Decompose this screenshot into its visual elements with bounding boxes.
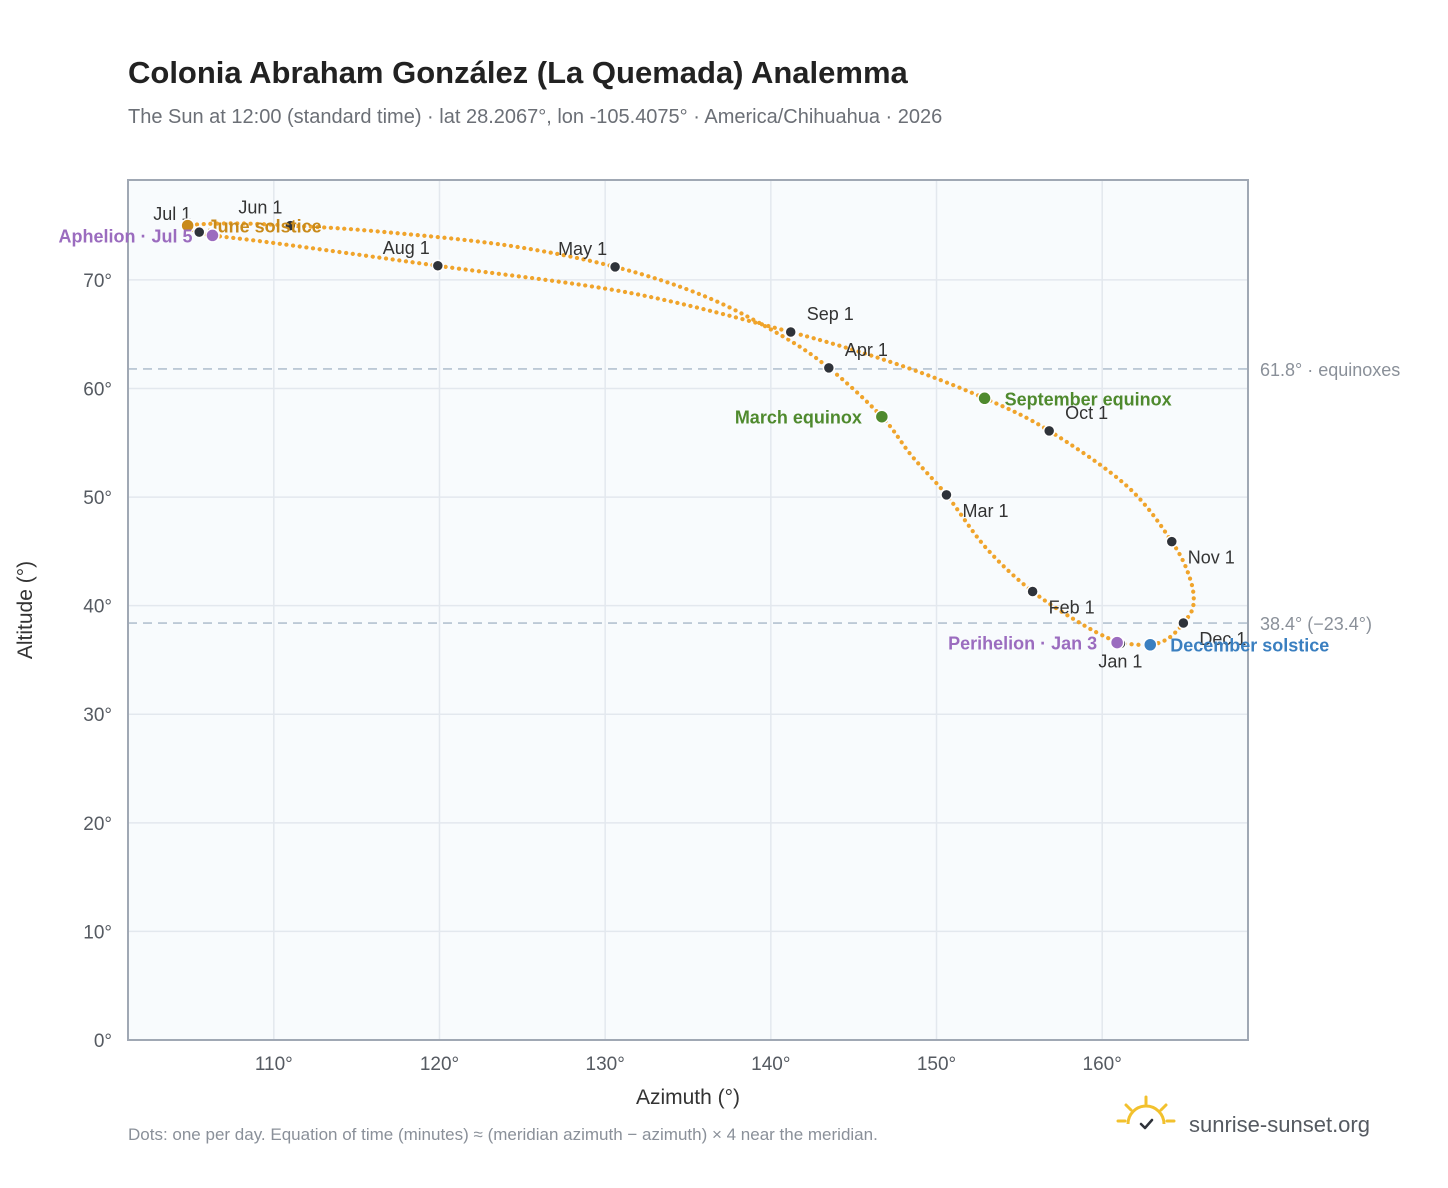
chart-subtitle: The Sun at 12:00 (standard time) · lat 2… <box>128 106 942 128</box>
event-dot <box>180 218 195 233</box>
grid-lines <box>128 180 1248 1040</box>
reference-line-label: 61.8° · equinoxes <box>1260 360 1400 380</box>
y-axis-ticks: 0° 10° 20° 30° 40° 50° 60° 70° <box>83 271 112 1052</box>
month-dot <box>608 260 622 274</box>
x-tick-label: 130° <box>586 1054 625 1075</box>
reference-line-label: 38.4° (−23.4°) <box>1260 614 1372 634</box>
y-tick-label: 10° <box>83 922 112 943</box>
month-dot <box>822 361 836 375</box>
month-label: Sep 1 <box>807 304 854 324</box>
y-tick-label: 40° <box>83 597 112 618</box>
reference-lines: 61.8° · equinoxes 38.4° (−23.4°) <box>128 360 1400 634</box>
event-dot <box>1109 635 1125 650</box>
event-label: December solstice <box>1170 636 1329 656</box>
month-label: Apr 1 <box>845 340 888 360</box>
event-label: March equinox <box>735 408 862 428</box>
x-tick-label: 140° <box>751 1054 790 1075</box>
plot-frame <box>127 179 1249 1041</box>
month-dot <box>1026 585 1039 598</box>
month-dot <box>284 219 297 232</box>
y-tick-label: 20° <box>83 814 112 835</box>
event-dot <box>874 409 890 424</box>
event-label: June solstice <box>208 217 322 237</box>
month-label: Jun 1 <box>238 198 282 218</box>
event-label: Aphelion · Jul 5 <box>58 226 192 246</box>
month-label: Mar 1 <box>962 501 1008 521</box>
event-label: Perihelion · Jan 3 <box>948 634 1097 654</box>
event-label: September equinox <box>1005 389 1172 409</box>
month-dot <box>1042 424 1056 438</box>
y-axis-label: Altitude (°) <box>14 561 37 659</box>
month-label: Nov 1 <box>1188 548 1235 568</box>
event-dot <box>977 391 992 406</box>
y-tick-label: 50° <box>83 488 112 509</box>
month-label: Jan 1 <box>1098 652 1142 672</box>
x-axis-ticks: 110° 120° 130° 140° 150° 160° <box>255 1054 1122 1075</box>
month-label: May 1 <box>558 239 607 259</box>
event-dot <box>1142 637 1158 652</box>
y-tick-label: 0° <box>94 1031 112 1052</box>
month-label: Oct 1 <box>1065 403 1108 423</box>
footnote: Dots: one per day. Equation of time (min… <box>128 1125 878 1144</box>
month-dot <box>431 259 445 273</box>
month-label: Feb 1 <box>1049 598 1095 618</box>
x-tick-label: 120° <box>420 1054 459 1075</box>
x-tick-label: 160° <box>1083 1054 1122 1075</box>
y-tick-label: 30° <box>83 705 112 726</box>
x-tick-label: 150° <box>917 1054 956 1075</box>
chart-title: Colonia Abraham González (La Quemada) An… <box>128 55 909 90</box>
month-label: Dec 1 <box>1199 629 1246 649</box>
month-dot <box>940 488 953 502</box>
month-markers: Jan 1 Feb 1 Mar 1 Apr 1 May 1 Jun 1 Jul 1 Aug 1… <box>153 198 1246 672</box>
month-dot <box>784 325 797 339</box>
event-markers: June solstice Aphelion · Jul 5 March equin… <box>58 217 1329 656</box>
month-dot <box>192 225 206 239</box>
month-label: Aug 1 <box>383 238 430 258</box>
month-label: Jul 1 <box>153 204 191 224</box>
y-tick-label: 60° <box>83 379 112 400</box>
brand-name: sunrise-sunset.org <box>1189 1112 1370 1137</box>
x-axis-label: Azimuth (°) <box>636 1086 740 1109</box>
y-tick-label: 70° <box>83 271 112 292</box>
month-dot <box>1177 616 1190 630</box>
x-tick-label: 110° <box>255 1054 293 1075</box>
month-dot <box>1165 535 1179 548</box>
event-dot <box>205 228 220 243</box>
sun-logo-icon <box>1116 1095 1176 1130</box>
